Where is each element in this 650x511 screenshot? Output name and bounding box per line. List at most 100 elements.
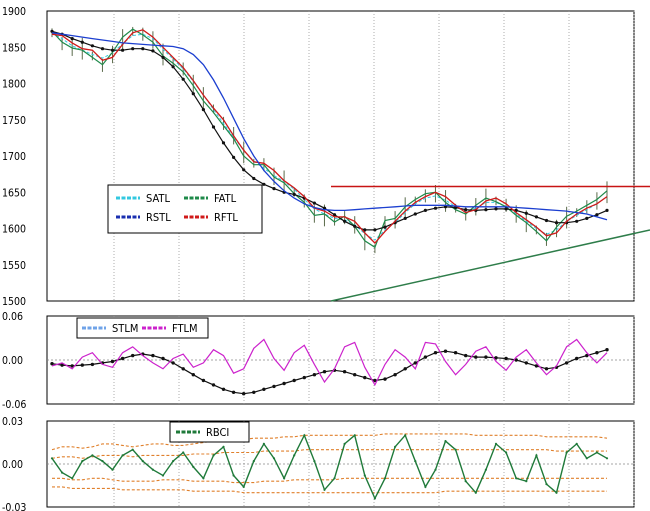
rbci-point [293, 454, 296, 457]
rbci-band-lower-outer [52, 486, 607, 494]
stlm-series-point [60, 363, 64, 367]
rstl-series-point [191, 92, 195, 96]
price-ytick-label: 1500 [2, 296, 26, 308]
stlm-series-point [322, 370, 327, 374]
stlm-series-point [453, 351, 458, 355]
rbci-point [283, 477, 286, 480]
rstl-series-point [100, 47, 105, 51]
rbci-point [272, 457, 276, 460]
rstl-series-point [464, 208, 468, 212]
momentum-ytick-label: 0.06 [2, 311, 23, 323]
rbci-point [434, 468, 437, 471]
rbci-point [404, 434, 407, 437]
momentum-legend-label-ftlm: FTLM [172, 322, 198, 335]
rstl-series-point [262, 182, 266, 186]
rstl-series-point [242, 168, 246, 172]
rbci-ytick-label: -0.03 [2, 502, 26, 511]
rbci-point [444, 440, 447, 443]
rbci-series [51, 433, 608, 501]
rbci-point [202, 477, 205, 480]
stlm-series-point [90, 362, 95, 367]
stlm-series-point [161, 356, 165, 361]
stlm-series-point [50, 362, 54, 366]
rstl-series-point [534, 215, 539, 219]
price-series [50, 28, 609, 249]
stlm-series-point [474, 355, 478, 359]
stlm-series-point [262, 387, 266, 391]
rstl-series-point [494, 207, 498, 211]
rstl-series-point [252, 176, 256, 181]
rbci-point [313, 460, 316, 463]
rbci-point [353, 434, 356, 437]
stlm-series-point [302, 375, 306, 380]
rbci-point [262, 442, 265, 445]
rstl-series-point [70, 37, 74, 41]
momentum-ytick-label: -0.06 [2, 399, 26, 411]
rbci-point [141, 460, 144, 463]
rbci-point [343, 442, 346, 445]
stlm-series-point [171, 361, 175, 365]
price-legend-label-rftl: RFTL [214, 211, 238, 224]
rbci-legend-label-rbci: RBCI [206, 426, 229, 439]
price-ytick-label: 1750 [2, 115, 26, 127]
rbci-point [121, 454, 124, 457]
support-line [330, 229, 650, 302]
rstl-series-point [332, 213, 337, 217]
rbci-point [515, 477, 518, 480]
stlm-series-point [504, 356, 508, 361]
rstl-series-point [585, 216, 589, 220]
stlm-series-point [120, 356, 125, 361]
rbci-point [595, 451, 599, 454]
rstl-series-point [343, 219, 347, 223]
satl-series [51, 32, 608, 241]
stlm-series-point [373, 378, 377, 383]
price-legend-box [107, 184, 263, 234]
rstl-series-point [121, 48, 125, 52]
stlm-series-point [575, 356, 579, 361]
rbci-point [545, 483, 548, 486]
rftl-series [51, 29, 608, 244]
rstl-series-point [110, 48, 115, 52]
momentum-legend: STLM FTLM [76, 317, 209, 339]
price-ytick-label: 1800 [2, 79, 26, 91]
rstl-series-point [50, 29, 54, 33]
momentum-panel: 0.06 0.00 -0.06 STLM FTLM [2, 311, 635, 411]
price-plot-frame [46, 10, 635, 302]
rbci-point [182, 451, 185, 454]
price-trendlines [330, 185, 650, 302]
price-ytick-label: 1650 [2, 187, 26, 199]
rbci-legend-box [169, 421, 250, 443]
stlm-series-point [231, 390, 236, 394]
rstl-series-point [171, 65, 175, 69]
rstl-series-point [544, 218, 549, 223]
rstl-series-point [433, 206, 438, 210]
stlm-series-point [433, 351, 438, 355]
rstl-series-point [181, 77, 185, 81]
price-ytick-label: 1600 [2, 224, 26, 236]
stlm-series-point [211, 383, 216, 387]
stlm-series-point [464, 353, 468, 358]
rbci-y-axis: 0.03 0.00 -0.03 [2, 416, 26, 511]
rbci-point [192, 465, 195, 468]
rstl-series-point [161, 55, 165, 60]
rbci-point [464, 480, 467, 483]
momentum-y-axis: 0.06 0.00 -0.06 [2, 311, 26, 411]
rbci-point [91, 454, 94, 457]
rstl-series-point [90, 44, 94, 48]
rstl-series-point [524, 211, 528, 215]
price-ytick-label: 1700 [2, 151, 26, 163]
rbci-point [212, 454, 215, 457]
stlm-series-point [413, 361, 417, 365]
rstl-series-point [201, 108, 205, 112]
rstl-series-line [51, 30, 608, 231]
stlm-series-point [181, 367, 185, 371]
rstl-series-point [272, 187, 276, 191]
rstl-series-point [141, 47, 145, 51]
stlm-series-point [393, 373, 397, 377]
rstl-series-point [312, 201, 316, 205]
rbci-point [585, 457, 588, 460]
rbci-point [605, 457, 609, 460]
price-ytick-label: 1900 [2, 6, 26, 18]
rstl-series-point [413, 212, 417, 216]
rbci-point [303, 434, 306, 437]
